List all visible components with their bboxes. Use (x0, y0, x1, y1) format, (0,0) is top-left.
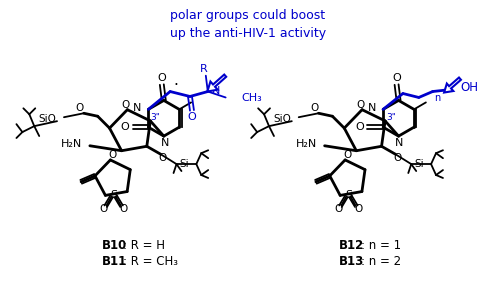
Text: O: O (334, 204, 343, 214)
Text: O: O (76, 103, 84, 113)
Text: N: N (161, 138, 169, 148)
Text: OH: OH (460, 81, 478, 94)
Text: ·: · (174, 78, 179, 93)
Text: : n = 1: : n = 1 (361, 239, 401, 252)
Text: O: O (157, 73, 166, 83)
Text: O: O (159, 153, 167, 163)
Text: Si: Si (180, 159, 189, 169)
Text: : R = H: : R = H (123, 239, 165, 252)
Text: : R = CH₃: : R = CH₃ (123, 255, 178, 268)
Text: H₂N: H₂N (296, 139, 317, 149)
Text: O: O (310, 103, 319, 113)
FancyArrow shape (207, 74, 226, 91)
Text: B12: B12 (339, 239, 365, 252)
Text: Si: Si (414, 159, 424, 169)
Text: B13: B13 (339, 255, 365, 268)
FancyArrow shape (444, 78, 461, 93)
Text: n: n (434, 93, 441, 103)
Text: O: O (393, 153, 402, 163)
Text: CH₃: CH₃ (242, 93, 262, 103)
Text: O: O (108, 150, 117, 160)
Text: O: O (392, 73, 401, 83)
Text: B10: B10 (101, 239, 126, 252)
Text: O: O (354, 204, 363, 214)
Text: N: N (395, 138, 404, 148)
Text: N: N (133, 103, 141, 113)
Text: O: O (120, 122, 129, 132)
Text: SiO: SiO (273, 114, 291, 124)
Text: polar groups could boost
up the anti-HIV-1 activity: polar groups could boost up the anti-HIV… (170, 9, 326, 40)
Text: H₂N: H₂N (61, 139, 82, 149)
Text: O: O (343, 150, 351, 160)
Text: O: O (121, 100, 129, 110)
Text: O: O (120, 204, 127, 214)
Text: B11: B11 (101, 255, 126, 268)
Text: N: N (368, 103, 376, 113)
Text: S: S (345, 190, 352, 200)
Text: 3": 3" (150, 113, 160, 122)
Text: SiO: SiO (38, 114, 56, 124)
Text: O: O (100, 204, 108, 214)
Text: O: O (187, 112, 196, 122)
Text: : n = 2: : n = 2 (361, 255, 401, 268)
Text: R: R (200, 64, 208, 74)
Text: O: O (355, 122, 364, 132)
Text: N: N (212, 86, 220, 96)
Text: O: O (356, 100, 364, 110)
Text: S: S (110, 190, 117, 200)
Text: 3": 3" (386, 113, 396, 122)
